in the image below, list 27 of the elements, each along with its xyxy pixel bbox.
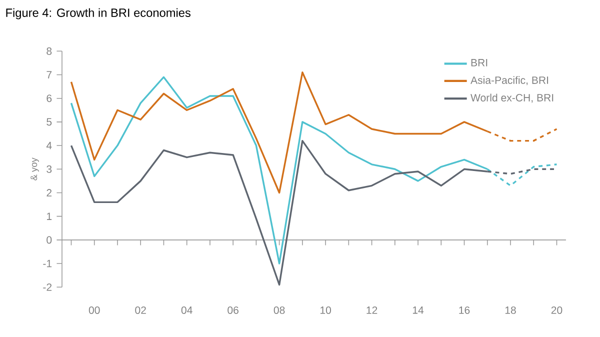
x-tick-label: 20	[551, 306, 562, 314]
y-tick-label: -2	[43, 283, 52, 291]
x-tick-label: 18	[505, 306, 516, 314]
y-tick-label: 2	[46, 189, 52, 196]
x-tick-label: 04	[181, 306, 192, 314]
x-tick-label: 10	[320, 306, 331, 314]
x-tick-label: 08	[274, 306, 285, 314]
y-tick-label: 5	[46, 118, 52, 126]
y-tick-label: 6	[46, 94, 52, 102]
y-tick-label: 3	[46, 165, 52, 173]
x-tick-label: 16	[459, 306, 470, 314]
y-axis-title: & yoy	[30, 158, 39, 180]
x-tick-label: 06	[228, 306, 238, 314]
y-tick-label: 7	[46, 71, 52, 78]
legend-label: World ex-CH, BRI	[470, 94, 554, 103]
y-tick-label: -1	[43, 260, 52, 268]
x-tick-label: 00	[88, 306, 100, 314]
x-tick-label: 12	[366, 306, 378, 314]
y-tick-label: 8	[46, 47, 52, 55]
y-tick-label: 4	[46, 142, 52, 150]
y-tick-label: 1	[47, 212, 52, 220]
x-tick-label: 02	[135, 306, 146, 314]
legend-label: BRI	[471, 58, 488, 66]
x-tick-label: 14	[412, 306, 424, 314]
chart-title: Figure 4: Growth in BRI economies	[6, 8, 190, 20]
legend-label: Asia-Pacific, BRI	[470, 76, 548, 86]
y-tick-label: 0	[46, 236, 52, 244]
